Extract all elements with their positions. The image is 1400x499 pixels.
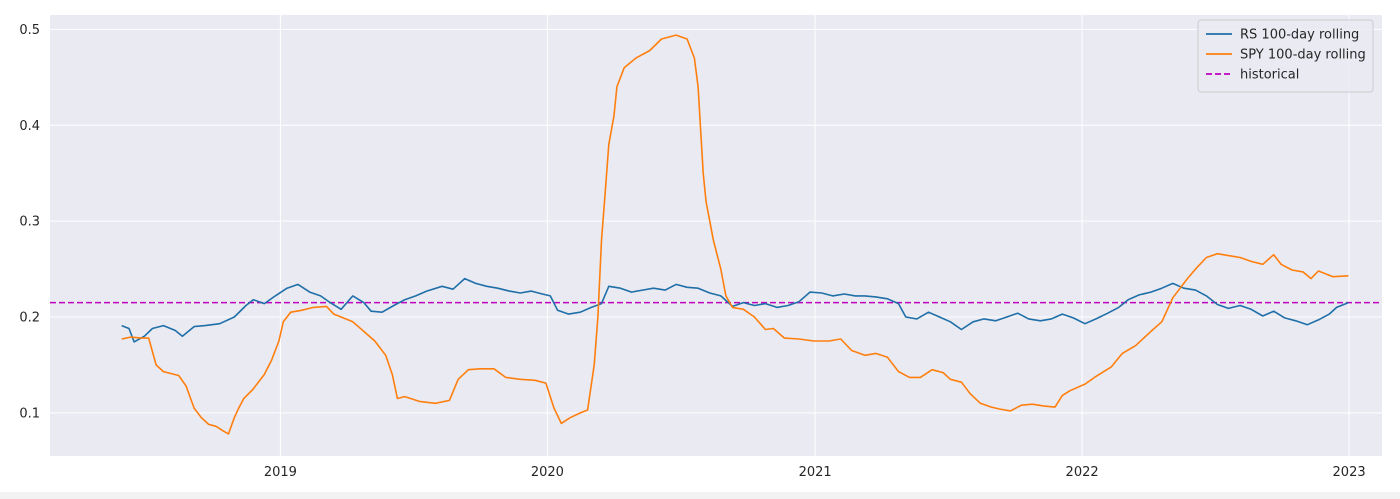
y-tick-label: 0.4	[19, 119, 40, 134]
legend: RS 100-day rolling SPY 100-day rolling his…	[1197, 19, 1374, 93]
legend-box	[1197, 19, 1374, 93]
bottom-strip	[0, 492, 1400, 499]
y-tick-label: 0.3	[19, 215, 40, 230]
plot-area	[50, 15, 1382, 456]
x-tick-label: 2021	[799, 465, 832, 480]
y-tick-label: 0.2	[19, 310, 40, 325]
series-line-0	[121, 277, 1349, 343]
series-line-1	[121, 34, 1349, 435]
x-tick-label: 2020	[531, 465, 564, 480]
grid	[50, 15, 1382, 456]
legend-label: historical	[1240, 68, 1299, 83]
y-tick-label: 0.5	[19, 23, 40, 38]
axis-ticks: 0.1 0.2 0.3 0.4 0.5 2019 2020 2021 2022 2023	[19, 23, 1365, 480]
x-tick-label: 2023	[1333, 465, 1366, 480]
legend-label: RS 100-day rolling	[1240, 28, 1359, 43]
y-tick-label: 0.1	[19, 406, 40, 421]
x-tick-label: 2019	[264, 465, 297, 480]
x-tick-label: 2022	[1066, 465, 1099, 480]
legend-label: SPY 100-day rolling	[1240, 48, 1366, 63]
series-lines	[121, 34, 1349, 435]
